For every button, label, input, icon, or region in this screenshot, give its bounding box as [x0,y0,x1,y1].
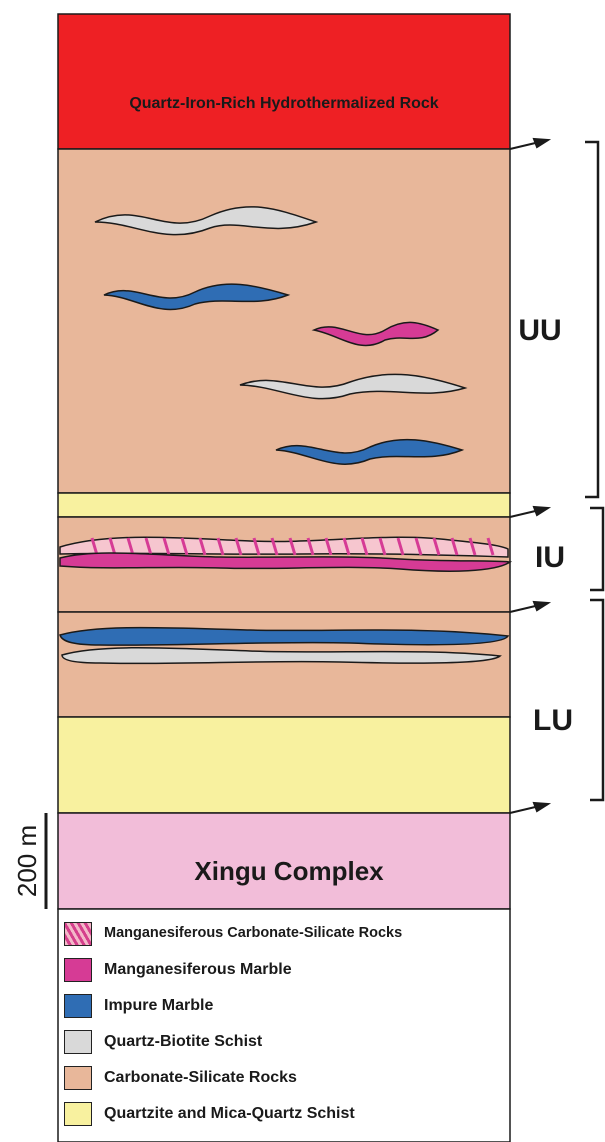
impure-marble-lens [103,283,291,311]
quartz-biotite-schist-lens [94,206,319,236]
manganesiferous-marble-lens [59,552,513,572]
hydrothermal-rock-label: Quartz-Iron-Rich Hydrothermalized Rock [129,95,438,112]
hatch-line [108,537,117,556]
unit-label-uu: UU [518,314,561,347]
lu-quartzite-layer [57,716,511,814]
manganesiferous-marble-lens [311,321,440,347]
hatch-line [432,537,441,556]
lu-carbonate-silicate-layer [57,611,511,718]
quartz-biotite-schist-lens [239,373,468,400]
hatch-line [468,537,477,556]
hatch-line [414,537,423,556]
legend-label: Carbonate-Silicate Rocks [104,1069,297,1086]
color-swatch-icon [64,958,92,982]
hatched-swatch-icon [64,922,92,946]
hatch-pattern [90,537,495,556]
legend-item: Quartz-Biotite Schist [62,1030,512,1058]
quartz-biotite-schist-lens [61,647,502,665]
manganesiferous-carbonate-silicate-lens [59,536,509,558]
unit-contact-arrow [509,137,552,150]
bracket-icon [590,598,605,802]
hatch-line [486,537,495,556]
color-swatch-icon [64,1066,92,1090]
color-swatch-icon [64,1102,92,1126]
scale-bar-label: 200 m [12,825,42,897]
legend-label: Manganesiferous Marble [104,961,292,978]
hatch-line [396,537,405,556]
unit-contact-arrow [509,801,552,814]
impure-marble-lens [59,626,510,646]
bracket-icon [590,506,605,592]
hatch-line [198,537,207,556]
hatch-line [360,537,369,556]
hydrothermal-rock-layer [57,13,511,150]
legend-box [57,908,511,1142]
hatch-line [216,537,225,556]
uu-quartzite-band [57,492,511,518]
unit-label-lu: LU [533,704,573,737]
legend-label: Quartz-Biotite Schist [104,1033,263,1050]
unit-label-iu: IU [535,541,565,574]
unit-contact-arrow [509,505,552,518]
hatch-line [90,537,99,556]
legend-label: Impure Marble [104,997,214,1014]
hatch-line [144,537,153,556]
color-swatch-icon [64,994,92,1018]
legend-label: Quartzite and Mica-Quartz Schist [104,1105,355,1122]
legend-item: Manganesiferous Carbonate-Silicate Rocks [62,922,512,950]
uu-carbonate-silicate-layer [57,148,511,494]
hatch-line [306,537,315,556]
bracket-icon [585,140,600,499]
hatch-line [288,537,297,556]
hatch-line [270,537,279,556]
legend-label: Manganesiferous Carbonate-Silicate Rocks [104,925,403,941]
xingu-complex-layer [57,812,511,910]
legend-item: Manganesiferous Marble [62,958,512,986]
hatch-line [162,537,171,556]
hatch-line [378,537,387,556]
hatch-line [450,537,459,556]
hatch-line [234,537,243,556]
unit-contact-arrow [509,600,552,613]
hatch-line [180,537,189,556]
hatch-line [324,537,333,556]
impure-marble-lens [275,438,465,465]
legend-item: Carbonate-Silicate Rocks [62,1066,512,1094]
hatch-line [342,537,351,556]
hatch-line [252,537,261,556]
color-swatch-icon [64,1030,92,1054]
legend-item: Impure Marble [62,994,512,1022]
legend-item: Quartzite and Mica-Quartz Schist [62,1102,512,1130]
hatch-line [126,537,135,556]
legend: Manganesiferous Carbonate-Silicate Rocks… [62,922,512,1138]
xingu-complex-label: Xingu Complex [194,856,384,886]
